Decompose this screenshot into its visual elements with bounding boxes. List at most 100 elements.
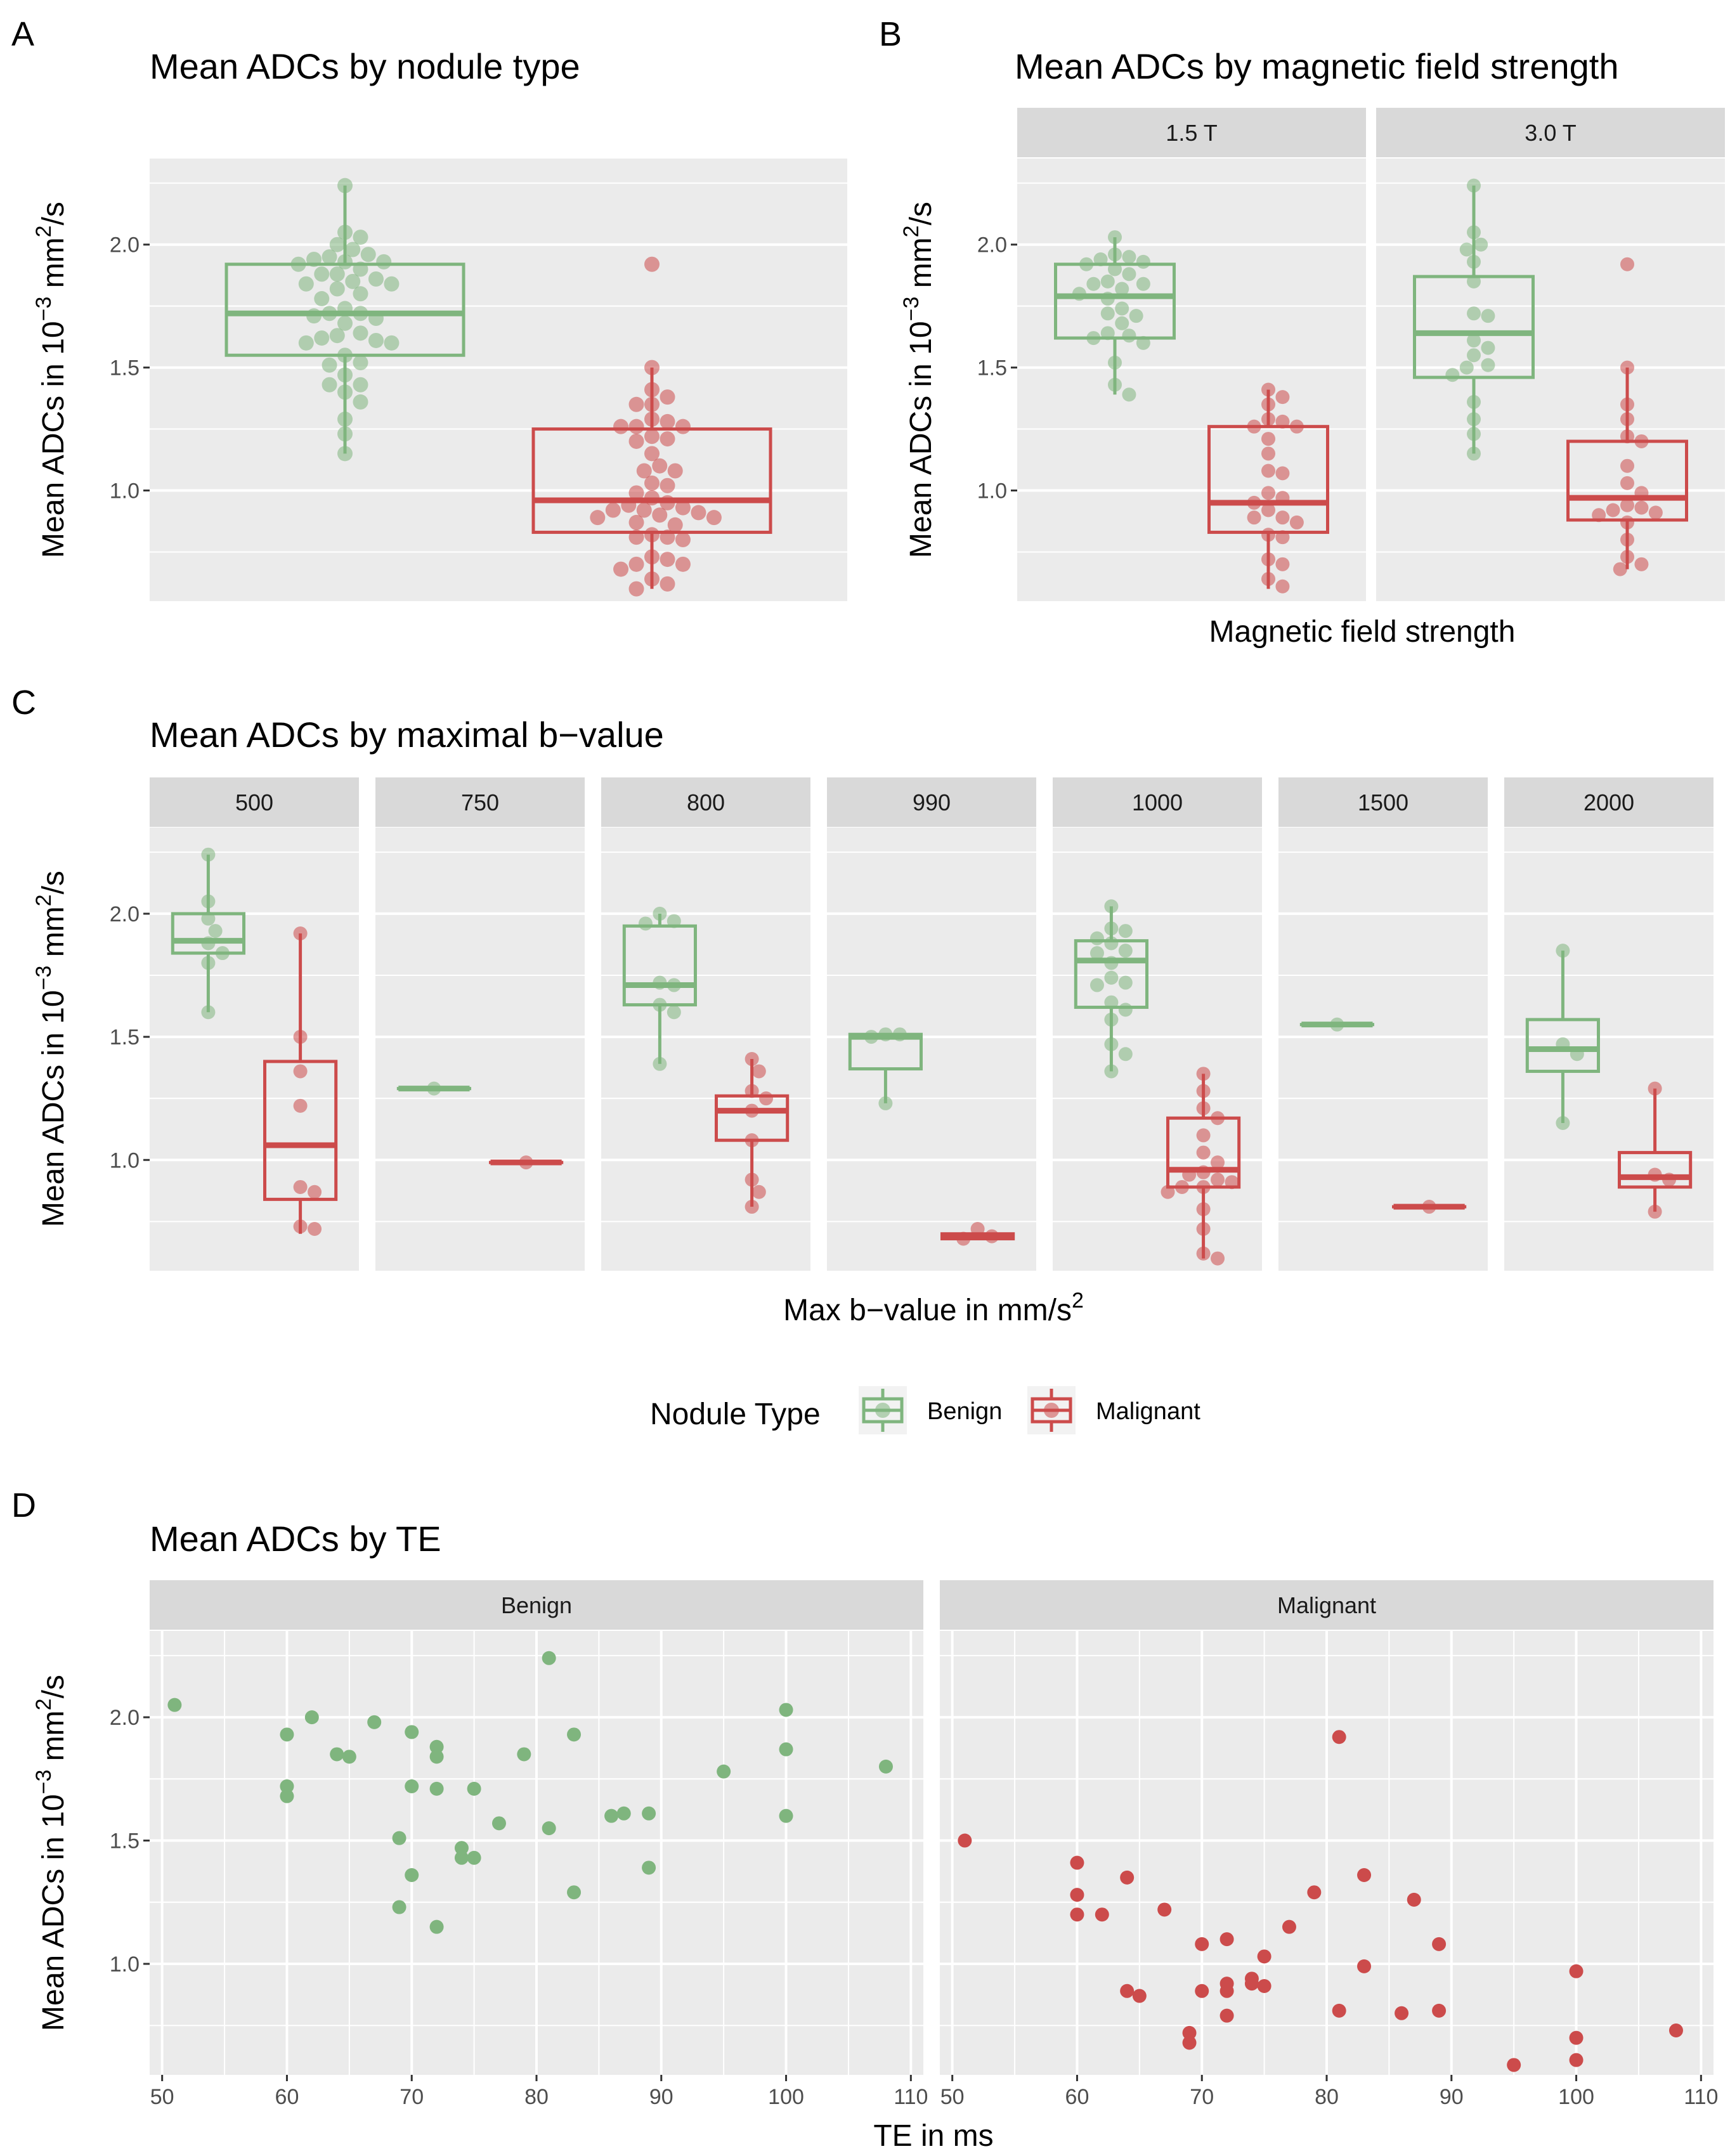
panel-a-benign-point <box>384 276 400 292</box>
panel-d-facet-1-x-tick-label: 100 <box>768 2085 804 2109</box>
panel-d-facet-2-point <box>1332 2003 1346 2018</box>
panel-d-facet-2-strip-label: Malignant <box>1277 1592 1376 1618</box>
panel-c-facet-3-strip <box>601 777 810 827</box>
panel-d-facet-1-point <box>367 1715 382 1729</box>
panel-c-facet-3-malignant-point <box>751 1185 766 1199</box>
panel-d-facet-1-point <box>779 1703 793 1717</box>
panel-d-facet-2-point <box>1569 1964 1584 1978</box>
panel-b-facet-2-benign-point <box>1481 341 1495 355</box>
panel-a-malignant-point <box>667 517 683 533</box>
panel-a-benign-point <box>329 281 345 297</box>
panel-c-facet-5-benign-point <box>1118 944 1133 958</box>
panel-d-facet-1-point <box>405 1725 419 1739</box>
panel-c-facet-1-malignant-point <box>308 1221 322 1236</box>
panel-b-facet-1-malignant-point <box>1289 515 1304 529</box>
panel-b-facet-2-malignant-point <box>1606 503 1620 517</box>
panel-b-facet-1-malignant-point <box>1275 510 1290 525</box>
panel-c-facet-1-benign-box <box>171 912 245 955</box>
panel-b-facet-1-strip <box>1017 108 1366 157</box>
panel-d-facet-2-point <box>1195 1937 1209 1951</box>
panel-b-facet-1-benign-point <box>1129 309 1143 323</box>
panel-c-facet-5-benign-point <box>1089 946 1104 961</box>
panel-a-y-label: Mean ADCs in 10−3 mm2/s <box>32 202 70 558</box>
panel-a-malignant-point <box>644 446 660 462</box>
panel-a-y-tick-label: 2.0 <box>110 233 140 257</box>
panel-c-facet-1-malignant-point <box>293 1064 308 1079</box>
panel-d-facet-1-point <box>491 1816 506 1831</box>
panel-d-facet-1-point <box>454 1841 469 1855</box>
panel-b-facet-2-benign-point <box>1467 348 1481 363</box>
panel-a-malignant-point <box>691 505 706 521</box>
panel-d-facet-2-point <box>1157 1902 1172 1917</box>
panel-d-facet-2-x-tick-label: 70 <box>1190 2085 1214 2109</box>
panel-a-benign-point <box>353 354 368 370</box>
legend-key-malignant-point <box>1044 1403 1059 1418</box>
panel-d-facet-2-point <box>1095 1907 1109 1922</box>
panel-b-y-label: Mean ADCs in 10−3 mm2/s <box>899 202 938 558</box>
panel-c-facet-5-benign-point <box>1118 975 1133 990</box>
panel-b-y-label-mid: mm <box>904 237 938 296</box>
panel-c-facet-5-benign-point <box>1118 924 1133 938</box>
panel-c-x-label-exp: 2 <box>1072 1289 1084 1313</box>
panel-d-facet-1-point <box>542 1651 556 1665</box>
panel-a-benign-point <box>314 266 330 282</box>
panel-b-plot: 1.5 T 3.0 T 1.0 1.5 2.0 <box>977 108 1725 601</box>
panel-d-facet-1-point <box>429 1739 444 1754</box>
panel-a-malignant-point <box>660 389 675 405</box>
panel-c-facet-5-malignant-box <box>1166 1116 1241 1189</box>
panel-b-facet-1-benign-point <box>1122 328 1136 343</box>
panel-d-facet-2-point <box>1257 1949 1271 1964</box>
panel-a-benign-point <box>353 230 368 245</box>
panel-d-y-label: Mean ADCs in 10−3 mm2/s <box>32 1675 70 2031</box>
panel-d-facet-1-x-tick-label: 110 <box>894 2085 928 2109</box>
panel-c-y-tick-label: 1.5 <box>110 1025 140 1049</box>
panel-d-facet-1-point <box>405 1779 419 1793</box>
panel-d-facet-1-point <box>878 1759 893 1774</box>
legend-title: Nodule Type <box>650 1398 821 1431</box>
panel-b-facet-1-benign-point <box>1100 274 1115 289</box>
panel-b-facet-2-malignant-point <box>1634 500 1649 515</box>
panel-a-malignant-point <box>628 485 644 501</box>
panel-d-y-label-mid: mm <box>37 1710 70 1769</box>
panel-a-benign-point <box>360 247 376 263</box>
panel-a-y-label-end: /s <box>37 202 70 225</box>
panel-c-facet-6-bg <box>1278 828 1488 1271</box>
panel-b-y-tick-label: 2.0 <box>977 233 1007 257</box>
panel-d-facet-2-point <box>1332 1730 1346 1744</box>
panel-c-facet-3-benign-point <box>638 916 653 931</box>
panel-d-y-tick-label: 1.0 <box>110 1952 140 1977</box>
panel-d-y-label-exp2: 2 <box>32 1698 56 1710</box>
panel-b-facet-2-benign-point <box>1481 309 1495 323</box>
panel-c-facet-6-strip <box>1278 777 1488 827</box>
panel-d-facet-1-point <box>405 1868 419 1882</box>
panel-d-facet-2-point <box>1357 1868 1372 1882</box>
panel-a-malignant-point <box>660 576 675 592</box>
panel-c-facet-3-benign-point <box>667 1005 681 1020</box>
panel-c-y-tick-label: 2.0 <box>110 902 140 926</box>
panel-d-facet-2-point <box>1507 2058 1521 2072</box>
panel-d-facet-2-point <box>1120 1870 1135 1885</box>
panel-d-facet-1-point <box>280 1727 294 1742</box>
panel-b-facet-1-strip-label: 1.5 T <box>1166 120 1217 146</box>
panel-a-benign-point <box>345 273 361 289</box>
panel-a-malignant-point <box>644 429 660 445</box>
panel-d-facet-2-point <box>1070 1888 1084 1902</box>
panel-a-benign-point <box>353 377 368 393</box>
panel-d-facet-1-point <box>342 1750 356 1764</box>
panel-c-facet-1-strip <box>150 777 359 827</box>
panel-c-facet-1-malignant-point <box>308 1185 322 1199</box>
panel-d-facet-2-x-tick-label: 110 <box>1684 2085 1718 2109</box>
panel-c-plot: 500 750 800 990 1000 1500 2000 1.0 1.5 2.0 <box>110 777 1714 1271</box>
panel-a-malignant-point <box>628 396 644 412</box>
panel-d-y-tick-label: 1.5 <box>110 1829 140 1854</box>
panel-a-benign-point <box>329 328 345 344</box>
panel-a-benign-point <box>345 242 361 257</box>
y-axis-labels: Mean ADCs in 10−3 mm2/s Mean ADCs in 10−3… <box>32 202 938 2031</box>
panel-b-facet-1-malignant-point <box>1261 432 1275 446</box>
panel-d-facet-1-point <box>330 1747 344 1762</box>
panel-c-facet-5-strip-label: 1000 <box>1132 789 1183 815</box>
panel-c-facet-5-malignant-point <box>1211 1172 1225 1187</box>
panel-c-y-label-mid: mm <box>37 906 70 965</box>
panel-c-facet-5-strip <box>1053 777 1262 827</box>
panel-a-malignant-point <box>628 419 644 434</box>
